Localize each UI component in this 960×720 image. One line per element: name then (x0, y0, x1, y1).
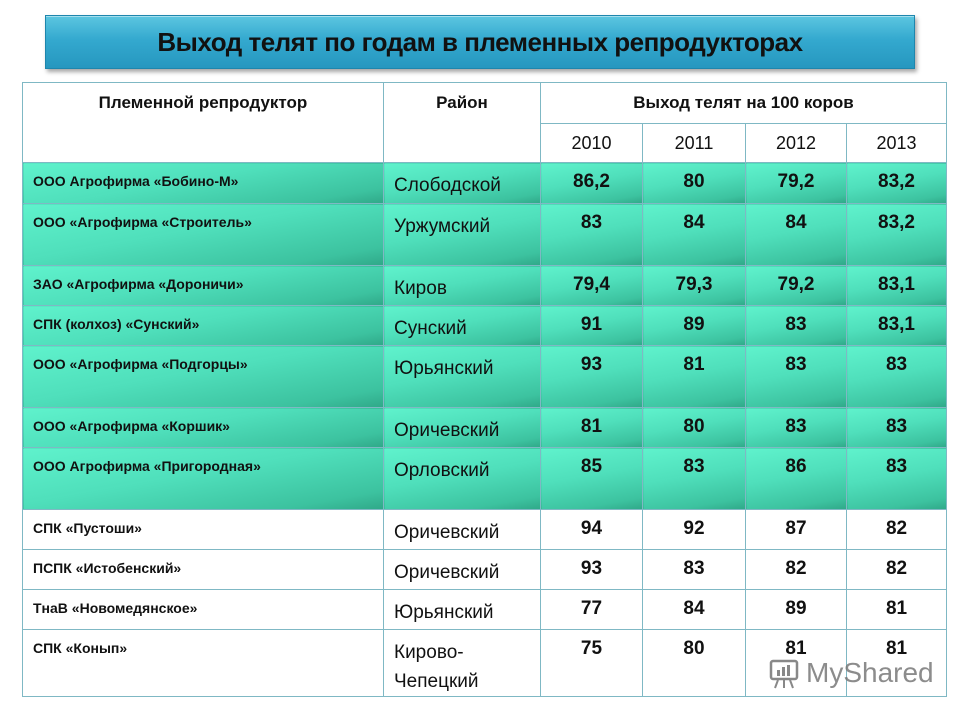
table-row: СПК «Конып» Кирово- Чепецкий 75 80 81 81 (22, 629, 948, 697)
table-row: ТнаВ «Новомедянское» Юрьянский 77 84 89 81 (22, 589, 948, 630)
yield-value-cell-2013: 83 (845, 345, 948, 408)
yield-value-cell-2012: 83 (745, 305, 847, 346)
yield-value-cell-2010: 81 (540, 407, 643, 448)
yield-value-cell-2013: 83,2 (845, 162, 948, 204)
yield-value-cell-2013: 83,1 (845, 305, 948, 346)
district-cell: Оричевский (383, 407, 541, 448)
yield-value-cell-2010: 83 (540, 203, 643, 266)
yield-value-cell-2012: 79,2 (745, 265, 847, 306)
yield-value-cell-2013: 82 (845, 549, 948, 590)
yield-value-cell-2012: 83 (745, 345, 847, 408)
yield-value-cell-2010: 86,2 (540, 162, 643, 204)
district-cell: Оричевский (383, 549, 541, 590)
district-cell: Юрьянский (383, 345, 541, 408)
farm-name-cell: СПК (колхоз) «Сунский» (22, 305, 384, 346)
page-title: Выход телят по годам в племенных репроду… (157, 26, 803, 57)
header-year-2010: 2010 (540, 123, 643, 163)
district-cell: Слободской (383, 162, 541, 204)
farm-name-cell: ООО «Агрофирма «Строитель» (22, 203, 384, 266)
district-cell: Кирово- Чепецкий (383, 629, 541, 697)
yield-value-cell-2010: 79,4 (540, 265, 643, 306)
table-row: СПК (колхоз) «Сунский» Сунский 91 89 83 83,1 (22, 305, 948, 346)
yield-value-cell-2011: 81 (642, 345, 746, 408)
yield-value-cell-2011: 80 (642, 407, 746, 448)
title-banner: Выход телят по годам в племенных репроду… (45, 15, 915, 69)
yield-value-cell-2011: 83 (642, 447, 746, 510)
table-row: ООО Агрофирма «Пригородная» Орловский 85 83… (22, 447, 948, 510)
farm-name-cell: ЗАО «Агрофирма «Дороничи» (22, 265, 384, 306)
table-row: ООО «Агрофирма «Подгорцы» Юрьянский 93 81 83… (22, 345, 948, 408)
header-yield-group: Выход телят на 100 коров (539, 82, 948, 124)
yield-value-cell-2013: 82 (845, 509, 948, 550)
district-cell: Орловский (383, 447, 541, 510)
yield-value-cell-2010: 93 (540, 549, 643, 590)
yield-value-cell-2012: 89 (745, 589, 847, 630)
yield-value-cell-2011: 80 (642, 162, 746, 204)
farm-name-cell: ООО «Агрофирма «Подгорцы» (22, 345, 384, 408)
yield-value-cell-2012: 87 (745, 509, 847, 550)
district-cell: Уржумский (383, 203, 541, 266)
presentation-board-icon (769, 659, 799, 689)
farm-name-cell: СПК «Конып» (22, 629, 384, 697)
farm-name-cell: ООО «Агрофирма «Коршик» (22, 407, 384, 448)
yield-value-cell-2011: 79,3 (642, 265, 746, 306)
district-cell: Сунский (383, 305, 541, 346)
yield-value-cell-2012: 82 (745, 549, 847, 590)
yield-value-cell-2013: 81 (845, 629, 948, 697)
yield-value-cell-2010: 75 (540, 629, 643, 697)
yield-value-cell-2012: 86 (745, 447, 847, 510)
yield-value-cell-2011: 80 (642, 629, 746, 697)
table-row: ЗАО «Агрофирма «Дороничи» Киров 79,4 79,3 79… (22, 265, 948, 306)
yield-value-cell-2013: 83,1 (845, 265, 948, 306)
table-row: ООО Агрофирма «Бобино-М» Слободской 86,2 80… (22, 162, 948, 204)
header-district: Район (383, 82, 541, 163)
yield-value-cell-2013: 83 (845, 407, 948, 448)
header-farm: Племенной репродуктор (22, 82, 384, 163)
farm-name-cell: ПСПК «Истобенский» (22, 549, 384, 590)
yield-value-cell-2013: 81 (845, 589, 948, 630)
yield-value-cell-2010: 91 (540, 305, 643, 346)
yield-value-cell-2011: 92 (642, 509, 746, 550)
table-row: ПСПК «Истобенский» Оричевский 93 83 82 82 (22, 549, 948, 590)
yield-value-cell-2012: 83 (745, 407, 847, 448)
yield-value-cell-2011: 83 (642, 549, 746, 590)
district-cell: Киров (383, 265, 541, 306)
farm-name-cell: СПК «Пустоши» (22, 509, 384, 550)
yield-value-cell-2010: 77 (540, 589, 643, 630)
farm-name-cell: ООО Агрофирма «Бобино-М» (22, 162, 384, 204)
header-year-2011: 2011 (642, 123, 746, 163)
table-row: ООО «Агрофирма «Коршик» Оричевский 81 80 83 8… (22, 407, 948, 448)
yield-value-cell-2013: 83,2 (845, 203, 948, 266)
yield-value-cell-2011: 84 (642, 203, 746, 266)
header-year-2012: 2012 (745, 123, 847, 163)
calves-yield-table: Племенной репродуктор Район Выход телят … (22, 82, 948, 697)
yield-value-cell-2011: 89 (642, 305, 746, 346)
yield-value-cell-2010: 85 (540, 447, 643, 510)
yield-value-cell-2013: 83 (845, 447, 948, 510)
table-row: ООО «Агрофирма «Строитель» Уржумский 83 84 8… (22, 203, 948, 266)
watermark-text: MyShared (806, 657, 934, 688)
farm-name-cell: ООО Агрофирма «Пригородная» (22, 447, 384, 510)
header-year-2013: 2013 (845, 123, 948, 163)
yield-value-cell-2010: 93 (540, 345, 643, 408)
watermark: MyShared (768, 656, 934, 690)
yield-value-cell-2011: 84 (642, 589, 746, 630)
table-row: СПК «Пустоши» Оричевский 94 92 87 82 (22, 509, 948, 550)
yield-value-cell-2012: 84 (745, 203, 847, 266)
district-cell: Юрьянский (383, 589, 541, 630)
yield-value-cell-2010: 94 (540, 509, 643, 550)
district-cell: Оричевский (383, 509, 541, 550)
farm-name-cell: ТнаВ «Новомедянское» (22, 589, 384, 630)
yield-value-cell-2012: 79,2 (745, 162, 847, 204)
